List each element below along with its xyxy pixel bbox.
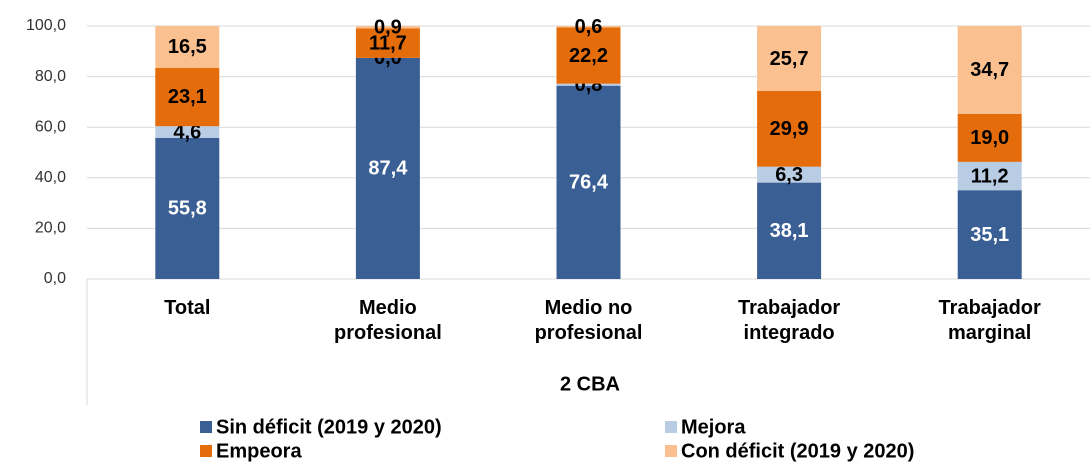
bar-segment <box>556 85 621 279</box>
x-tick-label: Trabajador marginal <box>938 297 1041 344</box>
bar-segment <box>957 113 1022 162</box>
bar-segment <box>155 26 220 68</box>
x-tick-label: Medio no profesional <box>534 297 643 344</box>
data-label: 76,4 <box>569 172 609 194</box>
bar-segment <box>556 83 621 86</box>
data-label: 35,1 <box>970 224 1009 246</box>
legend-swatch <box>665 421 677 433</box>
y-tick-label: 40,0 <box>35 169 66 186</box>
bar-segment <box>155 137 220 279</box>
bar-segment <box>757 182 822 279</box>
legend-label: Con déficit (2019 y 2020) <box>681 440 914 462</box>
y-tick-label: 0,0 <box>44 270 66 287</box>
y-tick-label: 100,0 <box>26 17 66 34</box>
bar-segment <box>355 57 420 280</box>
data-label: 22,2 <box>569 45 608 67</box>
y-tick-label: 20,0 <box>35 220 66 237</box>
data-label: 16,5 <box>168 36 207 58</box>
bar-segment <box>757 91 822 167</box>
bar-segment <box>355 28 420 58</box>
bar-segment <box>757 166 822 183</box>
data-label: 19,0 <box>970 127 1009 149</box>
bar-segment <box>957 190 1022 279</box>
data-label: 29,9 <box>770 118 809 140</box>
data-label: 55,8 <box>168 198 207 220</box>
data-label: 4,6 <box>173 121 201 143</box>
data-label: 11,2 <box>971 165 1009 187</box>
legend-label: Empeora <box>216 440 302 462</box>
x-tick-label: Medio profesional <box>333 297 442 344</box>
legend-swatch <box>200 421 212 433</box>
legend-label: Sin déficit (2019 y 2020) <box>216 416 442 438</box>
y-tick-label: 60,0 <box>35 118 66 135</box>
bar-segment <box>957 161 1022 191</box>
data-label: 38,1 <box>770 220 809 242</box>
bar-segment <box>957 26 1022 114</box>
bar-segment <box>155 126 220 138</box>
legend-swatch <box>665 445 677 457</box>
legend-swatch <box>200 445 212 457</box>
data-label: 6,3 <box>775 164 803 186</box>
data-label: 11,7 <box>369 32 407 54</box>
data-label: 87,4 <box>368 158 408 180</box>
bar-segment <box>757 26 822 92</box>
bar-segment <box>556 26 621 28</box>
data-label: 0,6 <box>575 16 603 38</box>
legend-label: Mejora <box>681 416 746 438</box>
data-label: 0,9 <box>374 16 402 38</box>
x-tick-label: Total <box>164 297 211 319</box>
data-label: 34,7 <box>970 59 1009 81</box>
x-axis-label: 2 CBA <box>560 373 620 395</box>
data-label: 25,7 <box>770 48 809 70</box>
bar-segment <box>155 67 220 127</box>
bar-segment <box>355 26 420 29</box>
bar-segment <box>556 27 621 84</box>
y-tick-label: 80,0 <box>35 68 66 85</box>
data-label: 23,1 <box>168 86 207 108</box>
x-tick-label: Trabajador integrado <box>737 297 841 344</box>
